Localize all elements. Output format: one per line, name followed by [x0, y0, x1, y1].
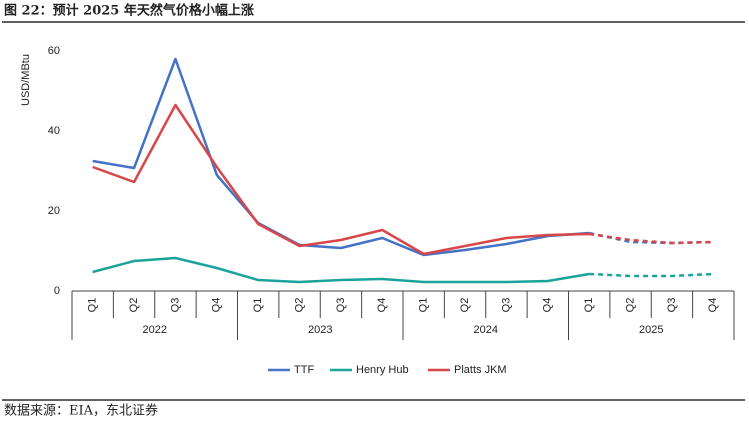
x-group-label: 2024 [474, 324, 498, 336]
series-line [92, 256, 590, 284]
x-tick-label: Q4 [376, 298, 388, 313]
x-tick-label: Q1 [87, 298, 99, 313]
legend-label: Henry Hub [356, 364, 409, 376]
title: 图 22：预计 2025 年天然气价格小幅上涨 [4, 3, 254, 19]
x-tick-label: Q3 [666, 298, 678, 313]
series-line [589, 232, 714, 245]
x-tick-label: Q2 [624, 298, 636, 313]
y-tick-label: 60 [48, 45, 60, 57]
series-line [589, 272, 714, 278]
x-tick-label: Q1 [418, 298, 430, 313]
x-tick-label: Q3 [169, 298, 181, 313]
x-tick-label: Q2 [293, 298, 305, 313]
x-tick-label: Q2 [128, 298, 140, 313]
series-line [92, 103, 590, 256]
y-axis-label: USD/MBtu [20, 54, 32, 106]
x-tick-label: Q4 [707, 298, 719, 313]
x-tick-label: Q4 [211, 298, 223, 313]
y-tick-label: 40 [48, 125, 60, 137]
series-line [92, 57, 590, 257]
x-group-label: 2025 [639, 324, 663, 336]
source: 数据来源：EIA，东北证券 [4, 403, 158, 419]
y-tick-label: 0 [54, 285, 60, 297]
x-group-label: 2023 [308, 324, 332, 336]
series-line [588, 231, 714, 245]
x-group-label: 2022 [143, 324, 167, 336]
x-tick-label: Q3 [500, 298, 512, 313]
legend-label: TTF [294, 364, 314, 376]
x-tick-label: Q1 [252, 298, 264, 313]
legend-label: Platts JKM [454, 364, 507, 376]
x-tick-label: Q2 [459, 298, 471, 313]
x-tick-label: Q1 [583, 298, 595, 313]
x-tick-label: Q3 [335, 298, 347, 313]
x-tick-label: Q4 [542, 298, 554, 313]
y-tick-label: 20 [48, 205, 60, 217]
